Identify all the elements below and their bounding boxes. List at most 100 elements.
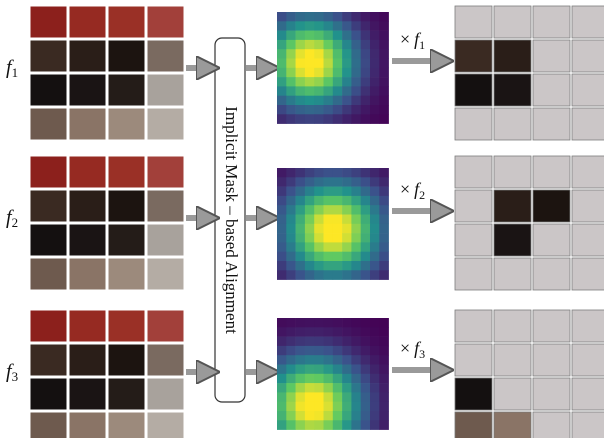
heatmap-cell — [379, 58, 389, 69]
input-patch — [107, 223, 146, 257]
heatmap-cell — [351, 401, 361, 412]
heatmap-cell — [342, 214, 352, 225]
heatmap-cell — [379, 186, 389, 197]
input-patch — [107, 411, 146, 438]
heatmap-cell — [379, 242, 389, 252]
heatmap-cell — [323, 355, 334, 365]
heatmap-cell — [379, 49, 389, 59]
heatmap-cell — [379, 214, 389, 225]
heatmap-cell — [342, 373, 352, 384]
heatmap-cell — [286, 95, 296, 106]
heatmap-cell — [342, 105, 352, 115]
input-patch — [29, 309, 68, 343]
heatmap-cell — [332, 49, 343, 59]
heatmap-cell — [370, 21, 380, 31]
heatmap-cell — [332, 86, 343, 96]
heatmap-cell — [379, 223, 389, 234]
heatmap-cell — [314, 205, 324, 215]
heatmap-cell — [332, 336, 343, 347]
heatmap-cell — [304, 420, 315, 430]
output-patch — [571, 155, 604, 189]
heatmap-cell — [295, 336, 306, 347]
heatmap-cell — [370, 168, 380, 178]
input-patch — [68, 411, 107, 438]
heatmap-cell — [286, 401, 296, 412]
heatmap-cell — [379, 327, 389, 337]
heatmap-cell — [304, 21, 315, 31]
heatmap-cell — [295, 355, 306, 365]
output-patch — [571, 411, 604, 438]
heatmap-cell — [342, 242, 352, 252]
heatmap-cell — [323, 49, 334, 59]
output-patch — [571, 377, 604, 411]
heatmap-cell — [351, 30, 361, 41]
heatmap-cell — [286, 392, 296, 402]
feature-index: 2 — [12, 215, 19, 230]
heatmap-cell — [286, 383, 296, 393]
scale-label: × f1 — [400, 29, 425, 52]
input-patch — [146, 257, 185, 291]
heatmap-cell — [277, 67, 287, 78]
heatmap-cell — [360, 336, 371, 347]
heatmap-cell — [323, 168, 334, 178]
heatmap-cell — [360, 327, 371, 337]
output-patch — [493, 5, 532, 39]
heatmap-cell — [351, 214, 361, 225]
heatmap-cell — [342, 401, 352, 412]
scale-label: × f2 — [400, 179, 425, 202]
output-patch — [493, 411, 532, 438]
heatmap-cell — [342, 114, 352, 124]
heatmap-cell — [342, 270, 352, 280]
input-patch — [107, 343, 146, 377]
heatmap-cell — [370, 327, 380, 337]
heatmap-cell — [379, 401, 389, 412]
heatmap-cell — [332, 345, 343, 356]
heatmap-cell — [277, 30, 287, 41]
heatmap-cell — [314, 327, 324, 337]
heatmap-cell — [277, 261, 287, 271]
input-patch — [68, 257, 107, 291]
heatmap-cell — [277, 21, 287, 31]
heatmap-cell — [286, 58, 296, 69]
heatmap-cell — [379, 345, 389, 356]
heatmap-cell — [286, 186, 296, 197]
heatmap-cell — [342, 392, 352, 402]
heatmap-cell — [351, 186, 361, 197]
heatmap-cell — [323, 336, 334, 347]
heatmap-cell — [360, 105, 371, 115]
heatmap-cell — [277, 327, 287, 337]
heatmap-cell — [370, 411, 380, 421]
heatmap-cell — [277, 336, 287, 347]
heatmap-cell — [277, 355, 287, 365]
scale-feature: f — [414, 338, 422, 358]
heatmap-cell — [286, 261, 296, 271]
heatmap-cell — [304, 105, 315, 115]
output-patch — [454, 343, 493, 377]
heatmap-cell — [332, 373, 343, 384]
heatmap-cell — [342, 233, 352, 243]
heatmap-cell — [323, 67, 334, 78]
heatmap-cell — [370, 77, 380, 87]
heatmap-cell — [342, 420, 352, 430]
heatmap-cell — [323, 383, 334, 393]
heatmap-cell — [370, 261, 380, 271]
output-patch — [532, 411, 571, 438]
heatmap-cell — [370, 345, 380, 356]
heatmap-cell — [295, 318, 306, 328]
heatmap-cell — [379, 336, 389, 347]
heatmap-cell — [360, 223, 371, 234]
output-patch — [493, 377, 532, 411]
heatmap-cell — [304, 261, 315, 271]
input-patch — [146, 223, 185, 257]
heatmap-cell — [342, 251, 352, 262]
input-patch — [68, 39, 107, 73]
heatmap-cell — [332, 214, 343, 225]
heatmap-cell — [370, 58, 380, 69]
heatmap-cell — [332, 401, 343, 412]
heatmap-cell — [370, 233, 380, 243]
heatmap-cell — [351, 392, 361, 402]
input-patch — [107, 155, 146, 189]
heatmap-cell — [304, 186, 315, 197]
heatmap-cell — [379, 168, 389, 178]
